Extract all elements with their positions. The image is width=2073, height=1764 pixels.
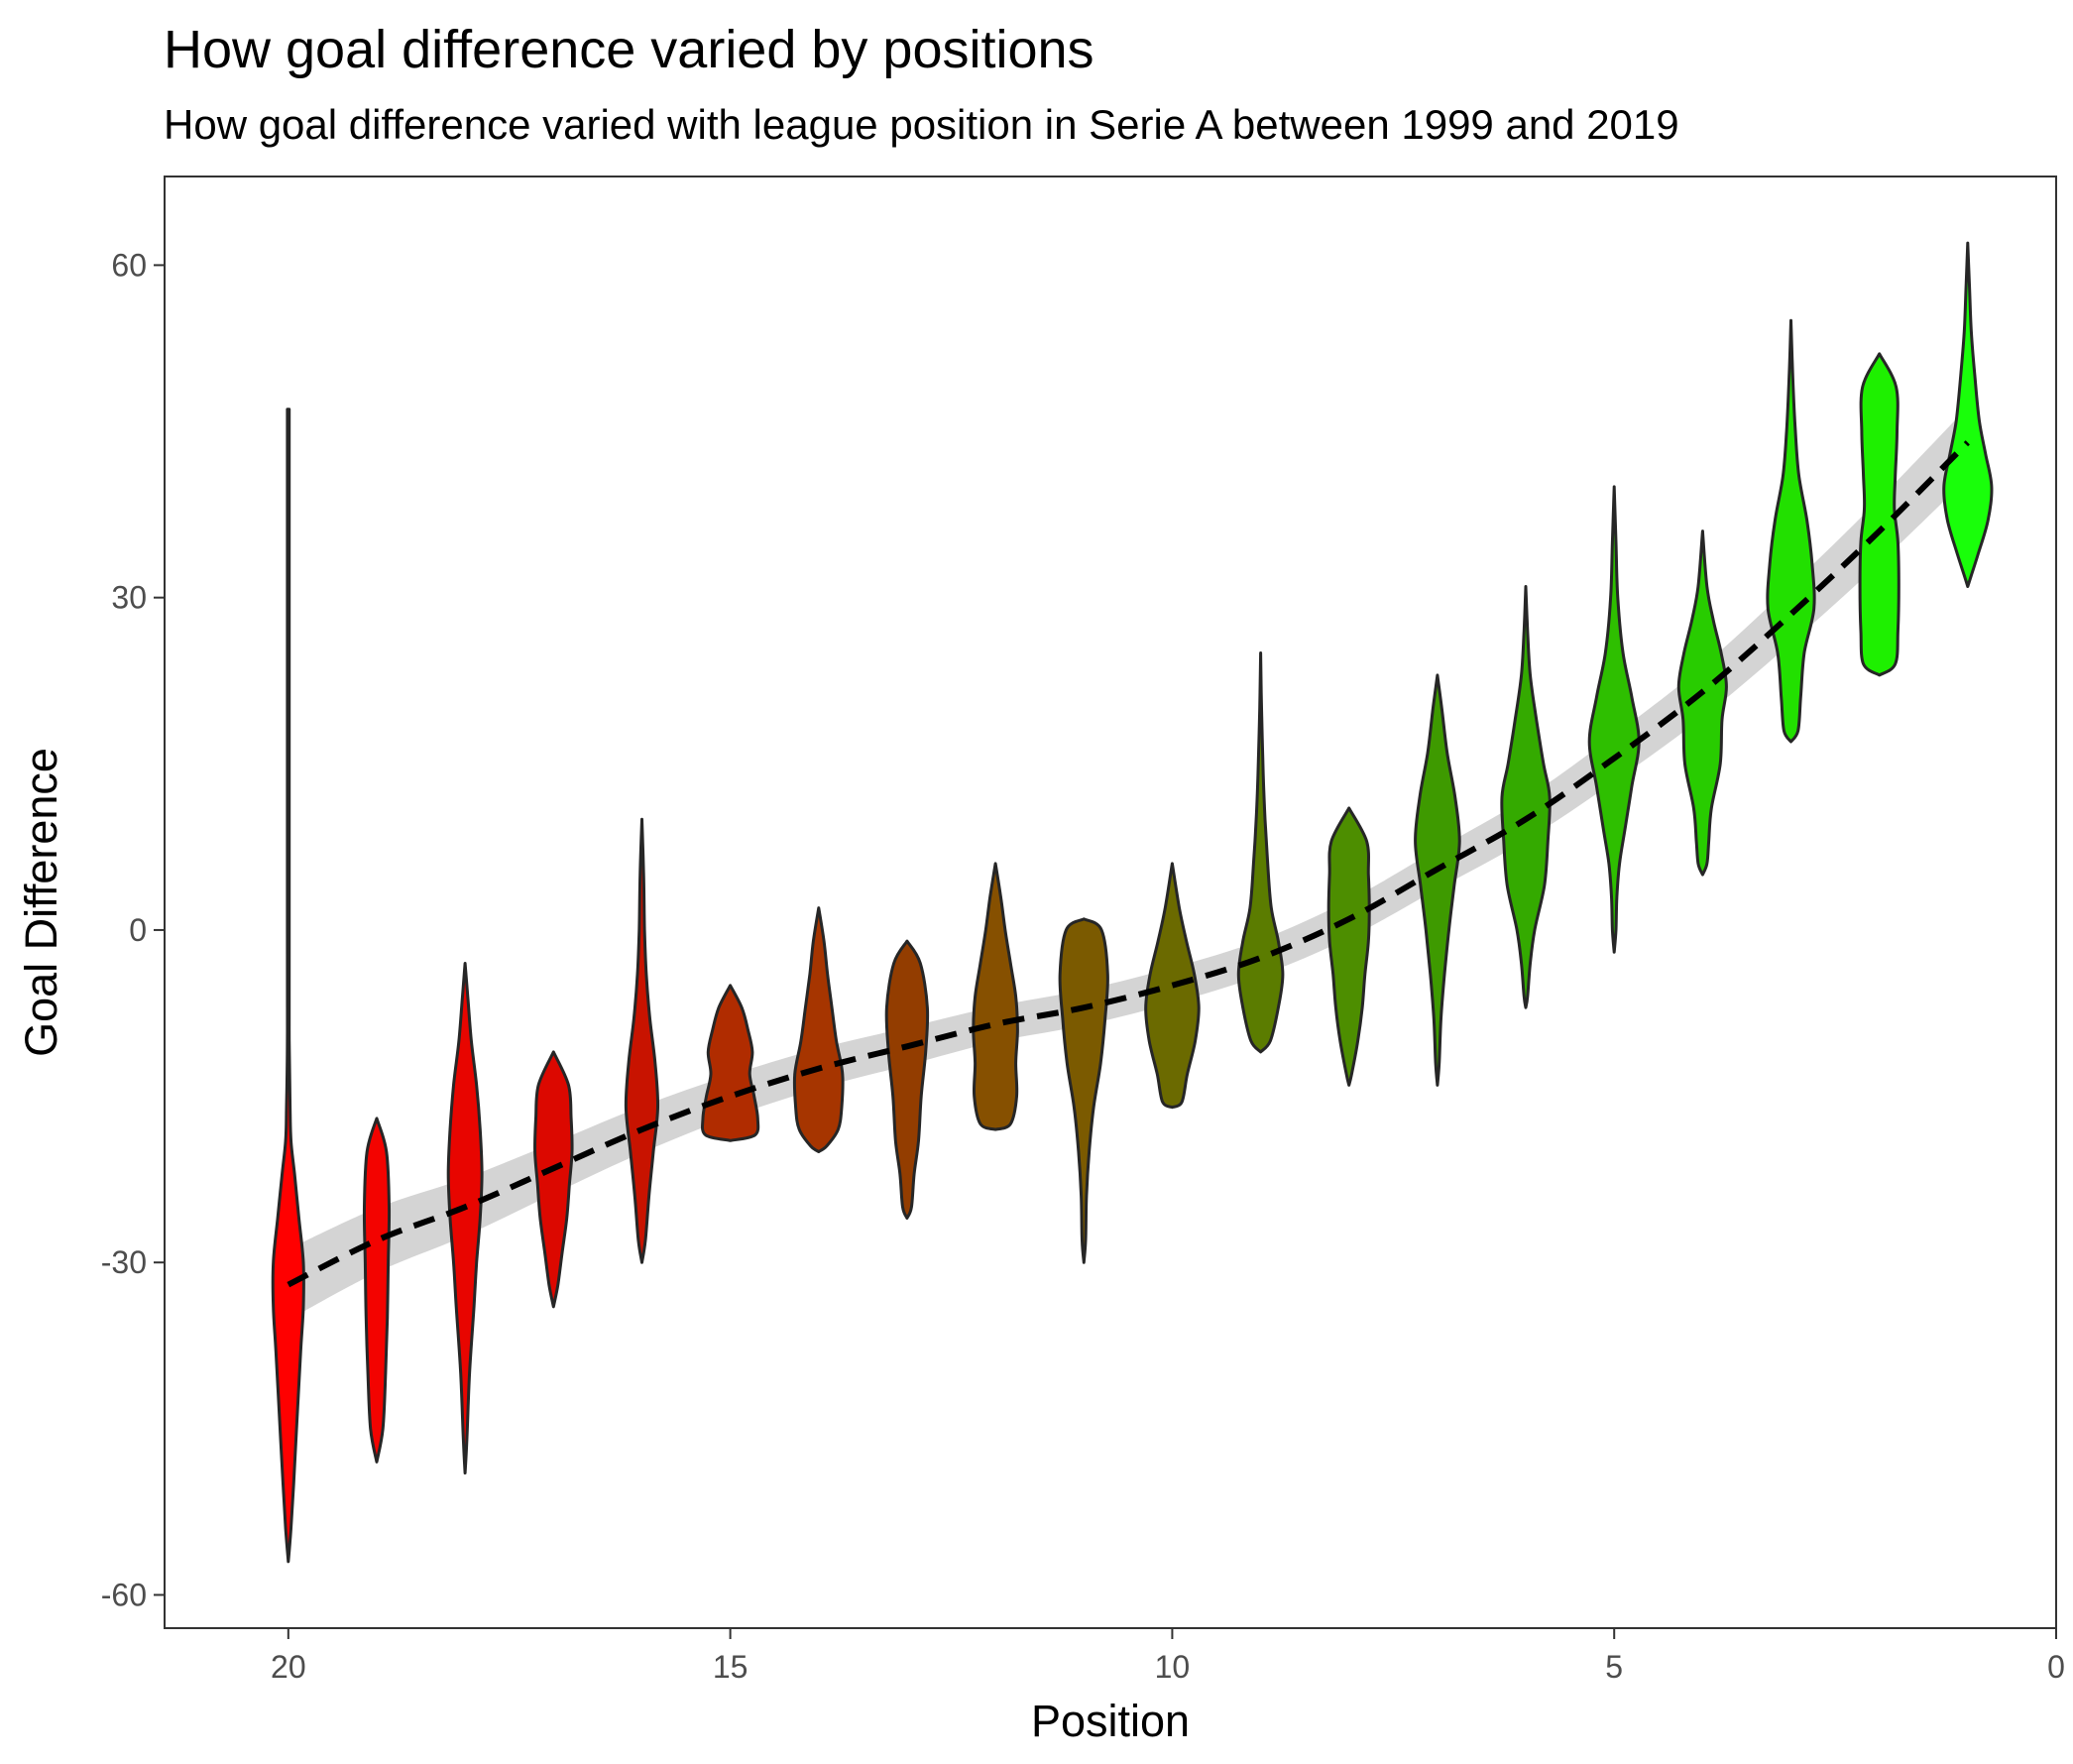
violin-position-19: [362, 1117, 392, 1464]
y-tick-label: 60: [111, 247, 147, 283]
chart-title: How goal difference varied by positions: [164, 20, 1094, 79]
trend-line-layer: [287, 440, 1970, 1288]
violin-layer: [271, 241, 1994, 1564]
trend-line: [287, 440, 1970, 1288]
violin-position-18: [446, 962, 484, 1474]
x-tick-label: 5: [1605, 1649, 1623, 1685]
chart-subtitle: How goal difference varied with league p…: [164, 101, 1679, 148]
violin-position-1: [1942, 241, 1994, 588]
x-axis: 20 15 10 5 0: [271, 1628, 2065, 1685]
y-axis: 60 30 0 -30 -60: [101, 247, 165, 1612]
violin-position-3: [1766, 318, 1816, 744]
violin-position-4: [1676, 529, 1728, 877]
violin-position-12: [972, 862, 1019, 1131]
y-tick-label: -60: [101, 1577, 147, 1612]
violin-position-16: [624, 817, 660, 1264]
y-tick-label: 0: [129, 912, 147, 948]
violin-position-8: [1326, 806, 1371, 1087]
violin-position-5: [1587, 485, 1641, 954]
violin-position-11: [1058, 917, 1109, 1264]
violin-position-20: [271, 408, 305, 1564]
violin-position-13: [884, 939, 930, 1220]
x-tick-label: 0: [2047, 1649, 2065, 1685]
violin-position-17: [533, 1050, 574, 1309]
violin-position-2: [1858, 352, 1900, 677]
x-axis-title: Position: [1031, 1696, 1190, 1746]
y-tick-label: 30: [111, 580, 147, 616]
x-tick-label: 10: [1155, 1649, 1191, 1685]
plot-panel: [164, 176, 2057, 1629]
x-tick-label: 15: [713, 1649, 749, 1685]
violin-position-14: [792, 906, 845, 1153]
violin-position-6: [1500, 585, 1552, 1009]
y-tick-label: -30: [101, 1244, 147, 1280]
x-tick-label: 20: [271, 1649, 306, 1685]
violin-position-7: [1414, 673, 1461, 1087]
y-axis-title: Goal Difference: [16, 748, 66, 1057]
